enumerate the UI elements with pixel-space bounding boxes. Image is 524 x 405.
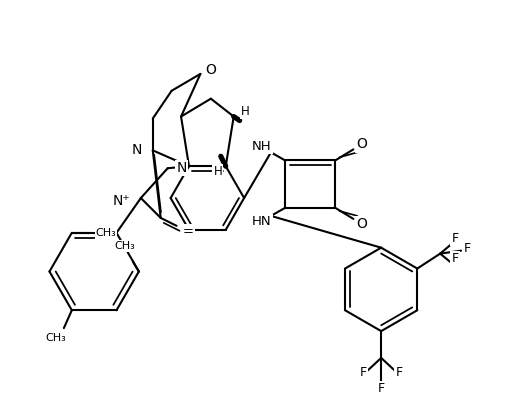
Text: F: F xyxy=(452,252,458,265)
Text: N: N xyxy=(132,143,142,158)
Text: F: F xyxy=(452,232,458,245)
Text: F: F xyxy=(378,382,385,395)
Text: O: O xyxy=(205,63,216,77)
Text: HN: HN xyxy=(252,215,272,228)
Text: N⁺: N⁺ xyxy=(112,194,130,208)
Text: H: H xyxy=(241,105,250,118)
Text: F: F xyxy=(463,242,471,255)
Text: CH₃: CH₃ xyxy=(115,241,135,251)
Text: N: N xyxy=(177,161,187,175)
Text: CH₃: CH₃ xyxy=(46,333,67,343)
Text: O: O xyxy=(356,137,367,151)
Text: =: = xyxy=(183,225,194,238)
Text: NH: NH xyxy=(252,140,272,153)
Text: F: F xyxy=(396,367,402,379)
Text: F: F xyxy=(360,367,367,379)
Text: H: H xyxy=(213,165,222,178)
Text: CH₃: CH₃ xyxy=(96,228,116,238)
Text: O: O xyxy=(356,217,367,231)
